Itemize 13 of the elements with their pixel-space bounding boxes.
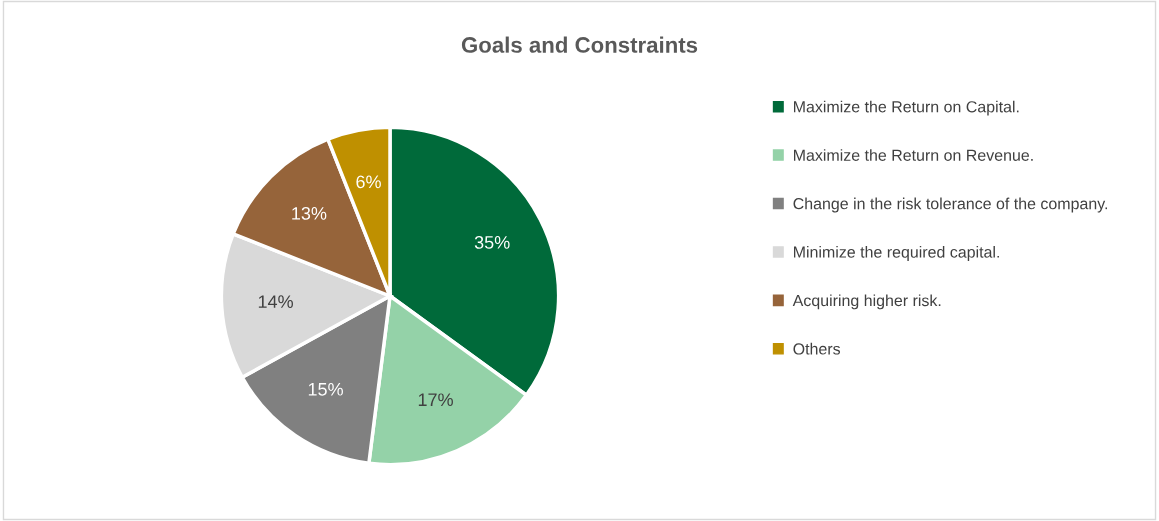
legend-label: Maximize the Return on Revenue. bbox=[794, 149, 1033, 161]
legend-label: Acquiring higher risk. bbox=[792, 294, 941, 310]
data-label: 14% bbox=[258, 295, 293, 308]
chart-title: Goals and Constraints bbox=[461, 36, 698, 53]
legend-label: Minimize the required capital. bbox=[794, 246, 999, 261]
data-label: 13% bbox=[292, 206, 327, 220]
data-label: 6% bbox=[356, 175, 381, 189]
data-label: 17% bbox=[418, 393, 453, 407]
legend-label: Others bbox=[793, 342, 841, 355]
legend-label: Change in the risk tolerance of the company. bbox=[793, 197, 1108, 213]
legend-label: Maximize the Return on Capital. bbox=[794, 100, 1019, 116]
data-label: 35% bbox=[474, 236, 510, 249]
data-label: 15% bbox=[308, 382, 343, 396]
